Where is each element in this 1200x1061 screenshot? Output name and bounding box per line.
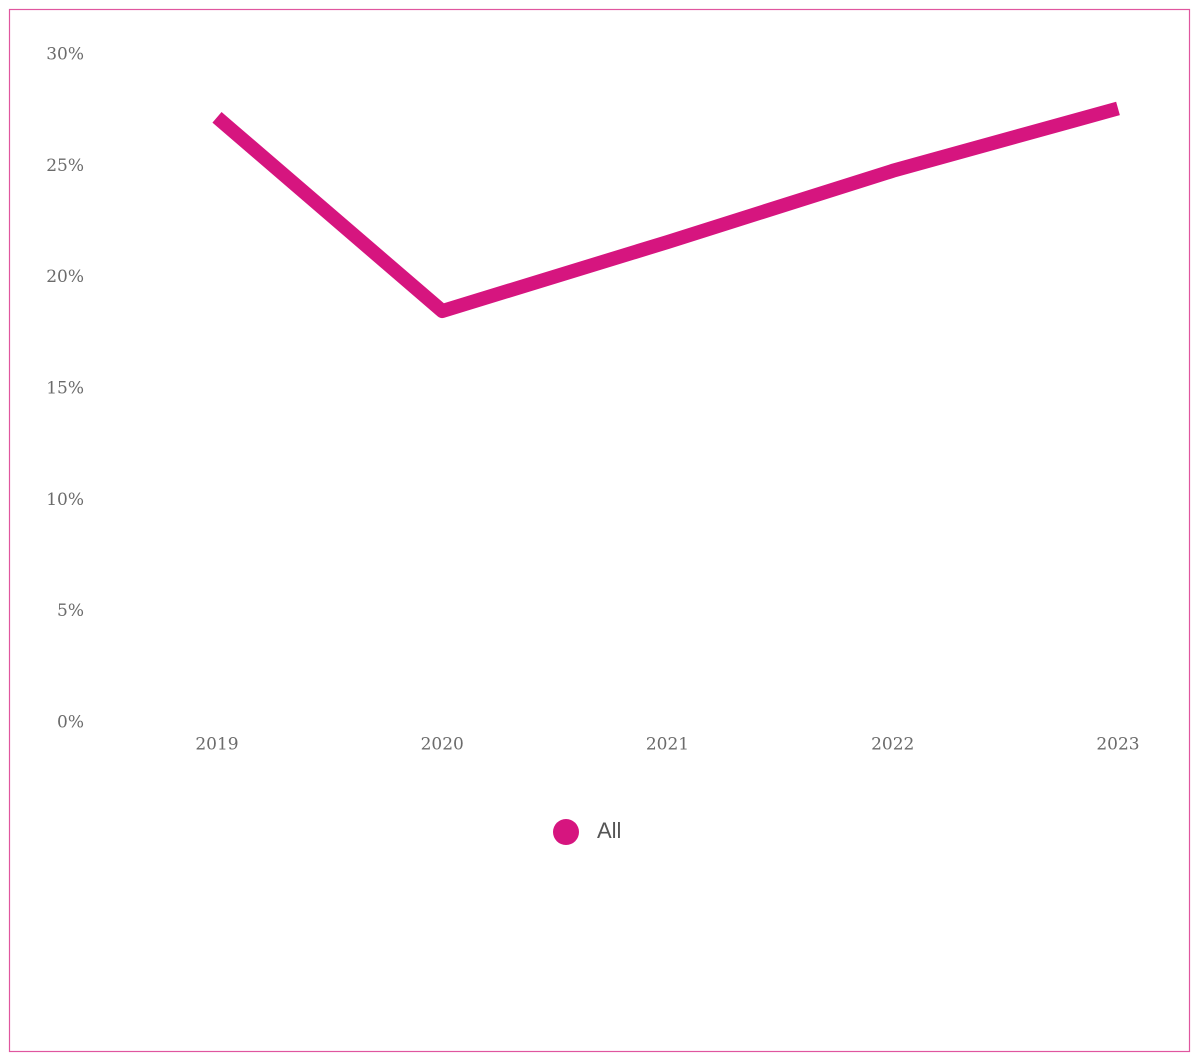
- x-tick-label: 2019: [195, 735, 238, 755]
- y-tick-label: 25%: [46, 156, 84, 176]
- y-tick-label: 15%: [46, 379, 84, 399]
- y-tick-label: 5%: [57, 601, 84, 621]
- chart-frame: [8, 8, 1191, 1053]
- series-line: [212, 101, 1120, 319]
- y-tick-label: 10%: [46, 490, 84, 510]
- y-tick-label: 0%: [57, 713, 84, 733]
- y-tick-label: 30%: [46, 45, 84, 65]
- legend-label: All: [597, 818, 621, 843]
- legend-marker: [553, 819, 579, 845]
- x-tick-label: 2023: [1096, 735, 1139, 755]
- x-tick-label: 2022: [871, 735, 914, 755]
- x-tick-label: 2021: [646, 735, 689, 755]
- x-tick-label: 2020: [421, 735, 464, 755]
- y-tick-label: 20%: [46, 267, 84, 287]
